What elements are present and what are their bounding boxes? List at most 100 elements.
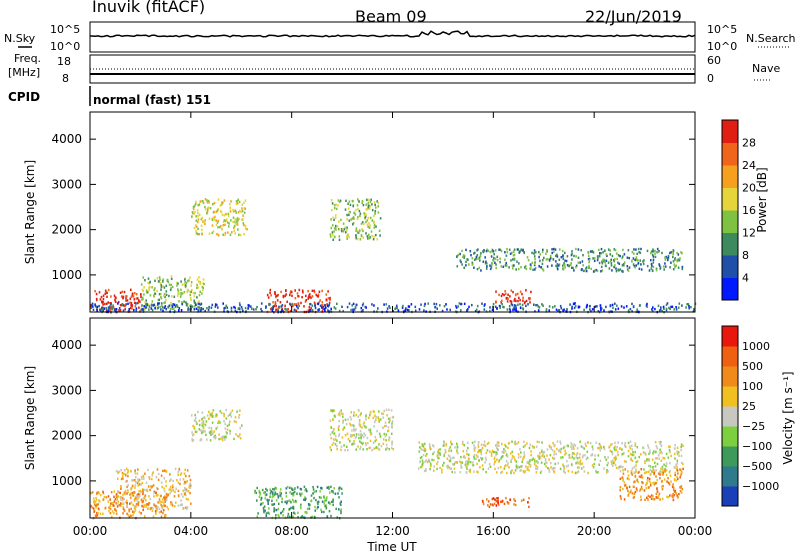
data-cell <box>325 298 328 301</box>
data-cell <box>117 300 120 304</box>
data-cell <box>213 201 216 205</box>
data-cell <box>109 498 111 501</box>
data-cell <box>309 503 311 507</box>
data-cell <box>634 444 637 447</box>
data-cell <box>551 251 553 255</box>
data-cell <box>373 447 375 450</box>
data-cell <box>655 481 658 485</box>
data-cell <box>286 308 289 311</box>
data-cell <box>345 231 347 234</box>
data-cell <box>219 421 221 424</box>
data-cell <box>355 229 357 232</box>
data-cell <box>176 294 179 297</box>
data-cell <box>579 261 581 264</box>
data-cell <box>183 482 185 485</box>
data-cell <box>548 468 550 471</box>
data-cell <box>420 465 423 468</box>
data-cell <box>201 411 204 414</box>
data-cell <box>428 459 430 463</box>
data-cell <box>422 444 424 447</box>
data-cell <box>468 457 470 461</box>
data-cell <box>124 493 126 496</box>
data-cell <box>311 515 314 518</box>
data-cell <box>237 307 240 310</box>
data-cell <box>461 461 464 464</box>
data-cell <box>289 515 291 518</box>
data-cell <box>148 502 150 505</box>
data-cell <box>205 420 208 423</box>
data-cell <box>364 434 367 437</box>
data-cell <box>662 484 664 488</box>
data-cell <box>207 208 209 211</box>
data-cell <box>204 309 206 313</box>
data-cell <box>632 496 635 499</box>
data-cell <box>385 448 387 451</box>
data-cell <box>209 431 211 434</box>
data-cell <box>357 231 360 234</box>
data-cell <box>596 269 599 273</box>
data-cell <box>117 490 119 493</box>
data-cell <box>145 499 147 502</box>
data-cell <box>663 478 666 481</box>
data-cell <box>311 304 314 307</box>
data-cell <box>164 504 166 508</box>
data-cell <box>152 515 155 518</box>
data-cell <box>126 479 128 483</box>
data-cell <box>155 494 158 497</box>
data-cell <box>652 258 655 261</box>
data-cell <box>623 498 626 501</box>
data-cell <box>518 466 521 469</box>
data-cell <box>170 478 172 481</box>
data-cell <box>321 500 324 503</box>
data-cell <box>627 309 630 312</box>
data-cell <box>379 434 382 438</box>
data-cell <box>599 304 602 307</box>
data-cell <box>588 305 591 308</box>
data-cell <box>262 509 265 512</box>
data-cell <box>189 308 191 311</box>
data-cell <box>624 468 626 471</box>
data-cell <box>453 467 456 470</box>
data-cell <box>297 516 299 519</box>
data-cell <box>601 260 603 263</box>
data-cell <box>224 306 226 310</box>
data-cell <box>497 501 499 505</box>
data-cell <box>351 217 354 220</box>
data-cell <box>384 435 387 438</box>
data-cell <box>317 293 320 296</box>
data-cell <box>361 426 363 429</box>
data-cell <box>533 249 536 252</box>
data-cell <box>160 515 163 518</box>
data-cell <box>587 471 589 475</box>
data-cell <box>308 507 311 510</box>
data-cell <box>129 297 132 300</box>
colorbar-swatch <box>722 255 738 278</box>
data-cell <box>655 444 658 448</box>
data-cell <box>343 426 345 429</box>
data-cell <box>648 477 651 481</box>
data-cell <box>94 303 96 306</box>
data-cell <box>169 485 172 489</box>
y-tick-label: 2000 <box>51 223 82 237</box>
data-cell <box>346 237 348 240</box>
data-cell <box>672 483 674 486</box>
data-cell <box>109 305 111 308</box>
beam-title: Beam 09 <box>355 7 427 26</box>
data-cell <box>503 306 505 309</box>
data-cell <box>511 440 513 443</box>
data-cell <box>138 495 141 498</box>
data-cell <box>663 457 666 460</box>
data-cell <box>419 446 421 449</box>
data-cell <box>174 310 176 313</box>
data-cell <box>457 305 459 308</box>
data-cell <box>371 449 373 452</box>
data-cell <box>513 248 516 251</box>
data-cell <box>272 301 274 304</box>
data-cell <box>125 467 128 471</box>
data-cell <box>183 472 186 475</box>
data-cell <box>102 512 104 515</box>
data-cell <box>374 439 377 443</box>
data-cell <box>135 309 137 312</box>
data-cell <box>640 474 643 477</box>
data-cell <box>369 200 372 204</box>
